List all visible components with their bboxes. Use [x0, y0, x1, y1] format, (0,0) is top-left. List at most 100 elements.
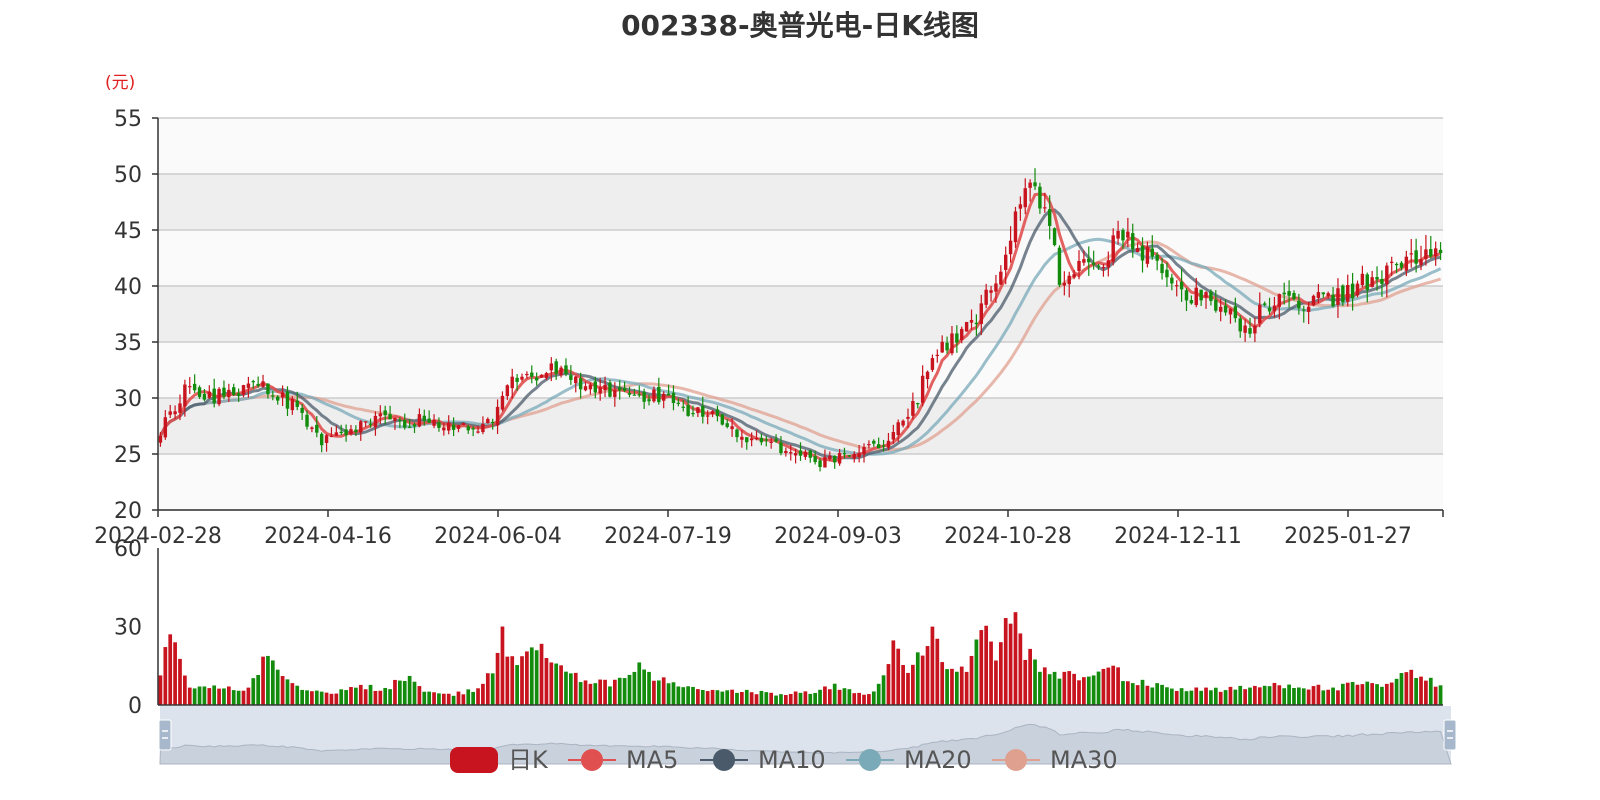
volume-bar — [183, 675, 187, 705]
candle-body — [657, 386, 661, 403]
candle-body — [544, 373, 549, 379]
candle-body — [1433, 248, 1438, 257]
volume-bar — [305, 690, 309, 705]
volume-bar — [578, 682, 583, 705]
volume-bar — [612, 679, 617, 705]
volume-bar — [1057, 678, 1062, 705]
ma30-line — [159, 240, 1442, 452]
legend-item-ma30[interactable]: MA30 — [992, 746, 1118, 774]
volume-bar — [1194, 687, 1199, 705]
date-tick-label: 2024-10-28 — [944, 524, 1072, 549]
candle-body — [232, 387, 236, 395]
volume-bars — [158, 612, 1443, 705]
volume-bar — [295, 685, 300, 705]
candle-body — [510, 376, 514, 389]
candle-body — [383, 410, 387, 416]
volume-bar — [1091, 675, 1096, 705]
candle-body — [197, 387, 202, 397]
volume-axis: 0 30 60 — [114, 537, 1443, 719]
candle-body — [1140, 245, 1145, 261]
volume-bar — [173, 642, 177, 705]
volume-bar — [529, 647, 534, 705]
candle-body — [1243, 325, 1247, 333]
candle-body — [1126, 231, 1130, 238]
chart-legend[interactable]: 日K MA5 MA10 MA20 MA30 — [450, 746, 1118, 774]
volume-bar — [432, 692, 436, 705]
candle-body — [715, 409, 720, 417]
candle-body — [319, 433, 324, 446]
volume-bar — [437, 693, 441, 705]
candle-body — [1043, 207, 1047, 209]
price-tick-label: 20 — [114, 499, 142, 524]
candle-body — [1175, 285, 1179, 287]
slider-handle[interactable] — [1443, 719, 1457, 751]
candle-body — [1424, 249, 1428, 260]
candle-body — [329, 435, 334, 438]
legend-item-ma5[interactable]: MA5 — [568, 746, 678, 774]
candle-body — [188, 386, 192, 388]
slider-handle[interactable] — [158, 719, 172, 751]
candle-body — [1267, 307, 1272, 312]
volume-bar — [1272, 682, 1277, 705]
candle-body — [349, 429, 353, 435]
volume-bar — [222, 688, 226, 705]
candle-body — [691, 413, 695, 415]
candle-body — [930, 358, 935, 370]
volume-bar — [1389, 682, 1394, 705]
legend-item-ma10[interactable]: MA10 — [700, 746, 826, 774]
volume-bar — [788, 693, 793, 705]
candle-body — [515, 377, 519, 382]
candle-body — [359, 421, 363, 433]
volume-bar — [1135, 685, 1140, 705]
volume-bar — [241, 690, 246, 705]
volume-bar — [1438, 685, 1443, 705]
candle-body — [1047, 209, 1052, 226]
volume-bar — [857, 692, 861, 705]
price-band — [158, 230, 1443, 286]
candle-body — [1414, 250, 1418, 264]
volume-bar — [246, 687, 251, 705]
volume-bar — [481, 683, 485, 705]
volume-bar — [510, 656, 515, 705]
volume-bar — [358, 684, 363, 705]
candle-body — [891, 432, 896, 440]
volume-bar — [959, 666, 964, 705]
candle-body — [1272, 305, 1277, 312]
legend-item-日k[interactable]: 日K — [450, 746, 549, 774]
candle-body — [618, 387, 622, 391]
volume-bar — [373, 690, 378, 705]
candle-body — [461, 423, 466, 425]
candle-body — [1326, 293, 1330, 296]
candle-body — [466, 426, 470, 431]
volume-bar — [603, 679, 607, 705]
volume-bar — [1116, 667, 1120, 705]
candle-body — [1013, 211, 1018, 243]
volume-bar — [1233, 689, 1238, 705]
candle-body — [603, 384, 607, 391]
candle-body — [1287, 291, 1291, 296]
candle-body — [803, 452, 808, 457]
volume-bar — [1326, 689, 1331, 705]
volume-bar — [1292, 688, 1296, 705]
candle-body — [525, 373, 529, 376]
candle-body — [1248, 328, 1252, 334]
legend-item-ma20[interactable]: MA20 — [846, 746, 972, 774]
volume-bar — [637, 662, 642, 705]
volume-bar — [627, 674, 632, 705]
volume-bar — [666, 683, 671, 705]
volume-bar — [1282, 688, 1287, 705]
volume-bar — [383, 687, 388, 705]
candle-body — [246, 383, 251, 388]
candle-body — [872, 440, 876, 444]
candle-body — [388, 414, 392, 420]
candle-body — [681, 406, 685, 408]
volume-bar — [1096, 671, 1101, 705]
volume-bar — [1121, 681, 1125, 705]
candle-body — [920, 375, 925, 403]
volume-bar — [544, 658, 549, 705]
candle-body — [1096, 265, 1101, 267]
volume-bar — [329, 693, 334, 705]
candle-body — [1184, 290, 1189, 301]
candle-body — [1077, 260, 1081, 271]
